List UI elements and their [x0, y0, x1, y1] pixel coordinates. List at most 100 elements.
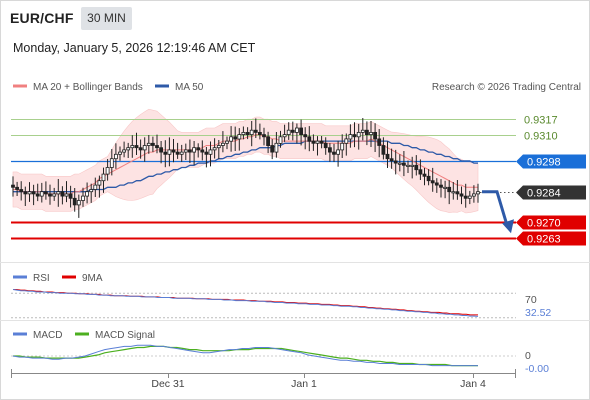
candle-body	[290, 129, 295, 133]
candle-body	[430, 180, 435, 184]
candle-body	[311, 140, 316, 144]
candle-body	[204, 151, 209, 155]
ma20-legend-label: MA 20 + Bollinger Bands	[33, 82, 143, 93]
candle-body	[48, 193, 52, 197]
macd-legend-swatch	[13, 332, 27, 336]
candle-body	[439, 184, 443, 188]
candle-body	[44, 191, 48, 195]
candle-body	[364, 129, 369, 135]
candle-body	[262, 134, 266, 138]
candle-body	[23, 191, 28, 195]
candle-body	[89, 189, 94, 193]
pivot-label-0.9298: 0.9298	[527, 157, 561, 169]
candle-body	[463, 195, 468, 199]
candle-body	[60, 191, 65, 197]
candle-body	[274, 142, 279, 153]
level-labels-layer: 0.9317 0.9310 0.9298 0.9284 0.9270 0.9263	[516, 115, 586, 246]
candle-body	[319, 140, 324, 144]
current-price-label-box	[516, 185, 586, 200]
candle-body	[344, 138, 349, 144]
candles-layer	[11, 118, 480, 218]
candle-body	[381, 145, 386, 155]
candle-body	[360, 129, 365, 133]
candle-body	[459, 193, 464, 197]
pivot-label-box	[516, 154, 586, 169]
candle-body	[389, 158, 394, 162]
candle-body	[303, 134, 308, 138]
candle-body	[175, 151, 180, 155]
rsi-ma-legend-label: 9MA	[82, 273, 103, 284]
macd-legend-label: MACD	[33, 330, 62, 341]
candle-body	[451, 191, 456, 194]
candle-body	[241, 131, 246, 135]
x-axis: Dec 31 Jan 1 Jan 4	[11, 369, 516, 390]
candle-body	[52, 193, 57, 197]
candle-body	[109, 158, 114, 168]
candle-body	[126, 147, 131, 151]
candle-body	[373, 131, 378, 140]
candle-body	[229, 136, 234, 142]
candle-body	[327, 147, 332, 153]
candle-body	[257, 131, 262, 135]
candle-body	[225, 140, 229, 144]
candle-body	[212, 147, 217, 151]
timeframe-button[interactable]: 30 MIN	[81, 7, 132, 30]
ma20-legend-swatch	[13, 84, 27, 88]
candle-body	[208, 149, 213, 155]
candle-body	[299, 127, 304, 135]
main-legend: MA 20 + Bollinger Bands MA 50 Research ©…	[13, 82, 581, 93]
credit-text: Research © 2026 Trading Central	[432, 82, 581, 93]
candle-body	[155, 145, 159, 149]
candle-body	[406, 164, 410, 167]
candle-body	[385, 153, 390, 160]
x-tick-label: Jan 1	[291, 378, 317, 390]
rsi-legend-swatch	[13, 275, 27, 279]
candle-body	[118, 151, 122, 155]
candle-body	[27, 191, 32, 195]
ma20-line	[13, 134, 478, 195]
datetime-stamp: Monday, January 5, 2026 12:19:46 AM CET	[13, 41, 256, 55]
candle-body	[443, 186, 448, 189]
macd-line	[12, 344, 478, 367]
candle-body	[237, 134, 242, 140]
candle-body	[307, 136, 312, 142]
candle-body	[393, 160, 398, 164]
macd-legend: MACD MACD Signal	[13, 330, 155, 341]
candle-body	[340, 142, 345, 151]
candle-body	[122, 149, 126, 153]
candle-body	[11, 184, 15, 188]
forecast-arrow-shaft	[482, 190, 509, 226]
candle-body	[369, 131, 373, 135]
candle-body	[39, 191, 44, 197]
candle-body	[142, 145, 147, 151]
candle-body	[426, 175, 431, 182]
macd-current-label: -0.00	[525, 363, 549, 375]
candle-body	[410, 164, 415, 167]
macd-zero-label: 0	[525, 350, 531, 362]
candle-body	[418, 169, 423, 175]
forecast-arrow-layer	[482, 190, 514, 234]
candle-body	[68, 193, 73, 199]
candle-body	[97, 180, 102, 186]
candle-body	[93, 184, 98, 190]
candle-body	[414, 164, 419, 171]
candle-body	[159, 147, 164, 153]
candle-body	[245, 131, 250, 135]
candle-body	[15, 186, 20, 190]
support-label-0.9263: 0.9263	[527, 234, 561, 246]
candle-body	[476, 191, 480, 195]
candle-body	[150, 142, 155, 146]
candle-body	[282, 134, 287, 138]
ma50-legend-label: MA 50	[175, 82, 204, 93]
support-label-box-0.9270	[516, 215, 586, 230]
resistance-label-0.9310: 0.9310	[524, 131, 558, 143]
candle-body	[356, 131, 361, 138]
candle-body	[134, 145, 139, 149]
candle-body	[167, 149, 172, 155]
candle-body	[249, 129, 254, 135]
candle-body	[101, 173, 106, 182]
candle-body	[179, 151, 184, 155]
candle-body	[146, 142, 151, 146]
resistance-label-0.9317: 0.9317	[524, 115, 558, 127]
